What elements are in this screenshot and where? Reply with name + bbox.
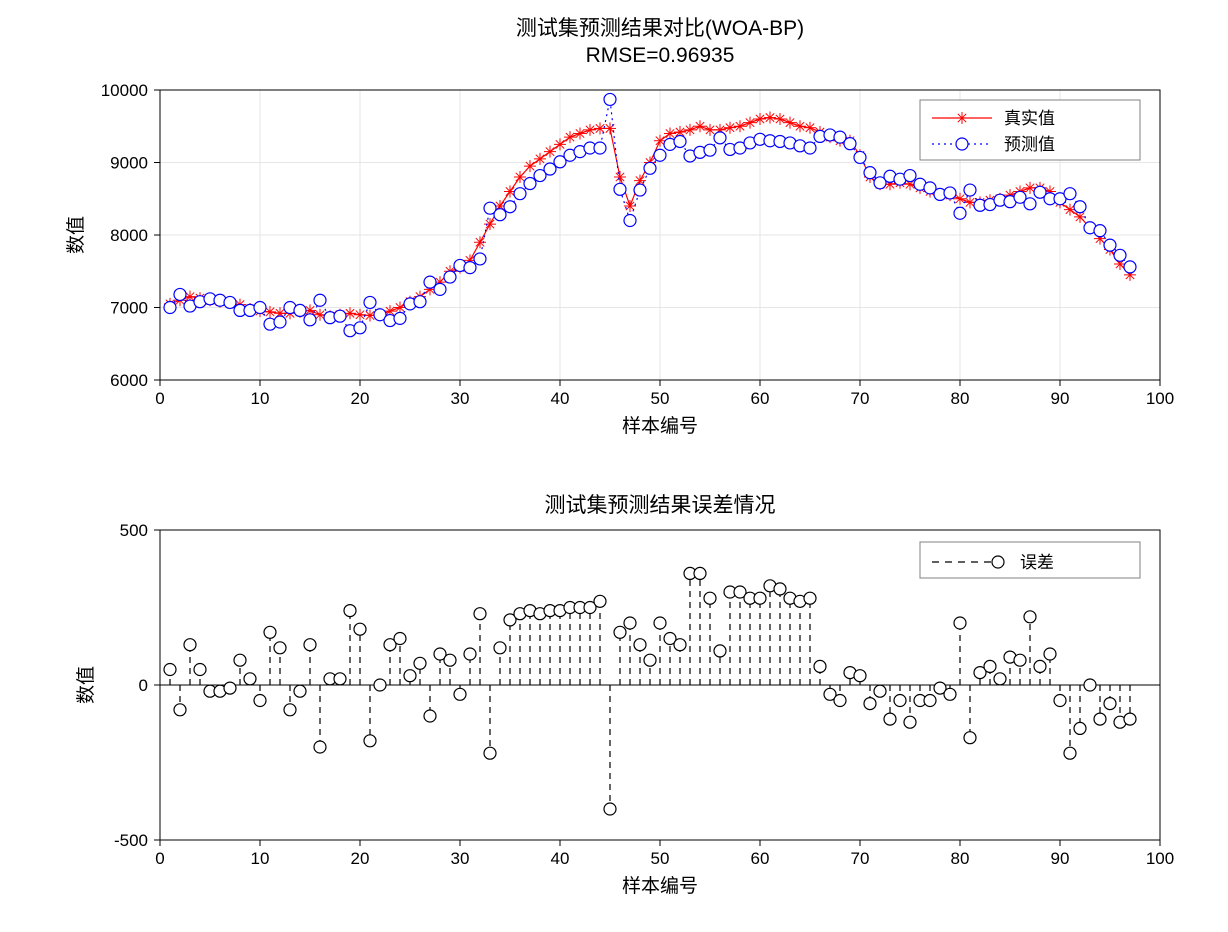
svg-text:80: 80 xyxy=(951,849,970,868)
svg-text:测试集预测结果误差情况: 测试集预测结果误差情况 xyxy=(545,494,776,517)
svg-text:-500: -500 xyxy=(114,831,148,850)
svg-text:8000: 8000 xyxy=(110,226,148,245)
svg-text:20: 20 xyxy=(351,849,370,868)
chart-container: 测试集预测结果对比(WOA-BP) RMSE=0.96935 0 10 20 30 40 50… xyxy=(0,0,1228,932)
svg-text:9000: 9000 xyxy=(110,154,148,173)
svg-text:样本编号: 样本编号 xyxy=(622,415,698,437)
svg-text:40: 40 xyxy=(551,389,570,408)
svg-text:70: 70 xyxy=(851,849,870,868)
svg-text:50: 50 xyxy=(651,389,670,408)
svg-text:90: 90 xyxy=(1051,849,1070,868)
svg-text:样本编号: 样本编号 xyxy=(622,875,698,897)
svg-text:0: 0 xyxy=(155,849,164,868)
svg-text:90: 90 xyxy=(1051,389,1070,408)
svg-text:10000: 10000 xyxy=(101,81,148,100)
svg-text:30: 30 xyxy=(451,389,470,408)
svg-text:10: 10 xyxy=(251,849,270,868)
svg-text:0: 0 xyxy=(155,389,164,408)
svg-text:80: 80 xyxy=(951,389,970,408)
svg-text:10: 10 xyxy=(251,389,270,408)
svg-text:0: 0 xyxy=(139,676,148,695)
svg-text:RMSE=0.96935: RMSE=0.96935 xyxy=(586,44,735,67)
svg-text:误差: 误差 xyxy=(1020,553,1054,572)
svg-text:100: 100 xyxy=(1146,389,1174,408)
svg-text:数值: 数值 xyxy=(65,216,87,254)
svg-text:7000: 7000 xyxy=(110,299,148,318)
chart-svg: 测试集预测结果对比(WOA-BP) RMSE=0.96935 0 10 20 30 40 50… xyxy=(0,0,1228,932)
chart2: 测试集预测结果误差情况 0 10 20 30 40 50 60 70 80 90 100 -500 0 50… xyxy=(75,494,1174,897)
svg-text:测试集预测结果对比(WOA-BP): 测试集预测结果对比(WOA-BP) xyxy=(516,17,804,40)
svg-text:数值: 数值 xyxy=(75,666,97,704)
svg-text:40: 40 xyxy=(551,849,570,868)
svg-text:真实值: 真实值 xyxy=(1004,109,1055,128)
svg-text:30: 30 xyxy=(451,849,470,868)
svg-text:20: 20 xyxy=(351,389,370,408)
svg-text:60: 60 xyxy=(751,389,770,408)
svg-text:50: 50 xyxy=(651,849,670,868)
svg-text:500: 500 xyxy=(120,521,148,540)
svg-text:预测值: 预测值 xyxy=(1004,135,1055,154)
svg-text:70: 70 xyxy=(851,389,870,408)
svg-text:60: 60 xyxy=(751,849,770,868)
svg-text:100: 100 xyxy=(1146,849,1174,868)
svg-text:6000: 6000 xyxy=(110,371,148,390)
chart1: 测试集预测结果对比(WOA-BP) RMSE=0.96935 0 10 20 30 40 50… xyxy=(65,17,1174,437)
